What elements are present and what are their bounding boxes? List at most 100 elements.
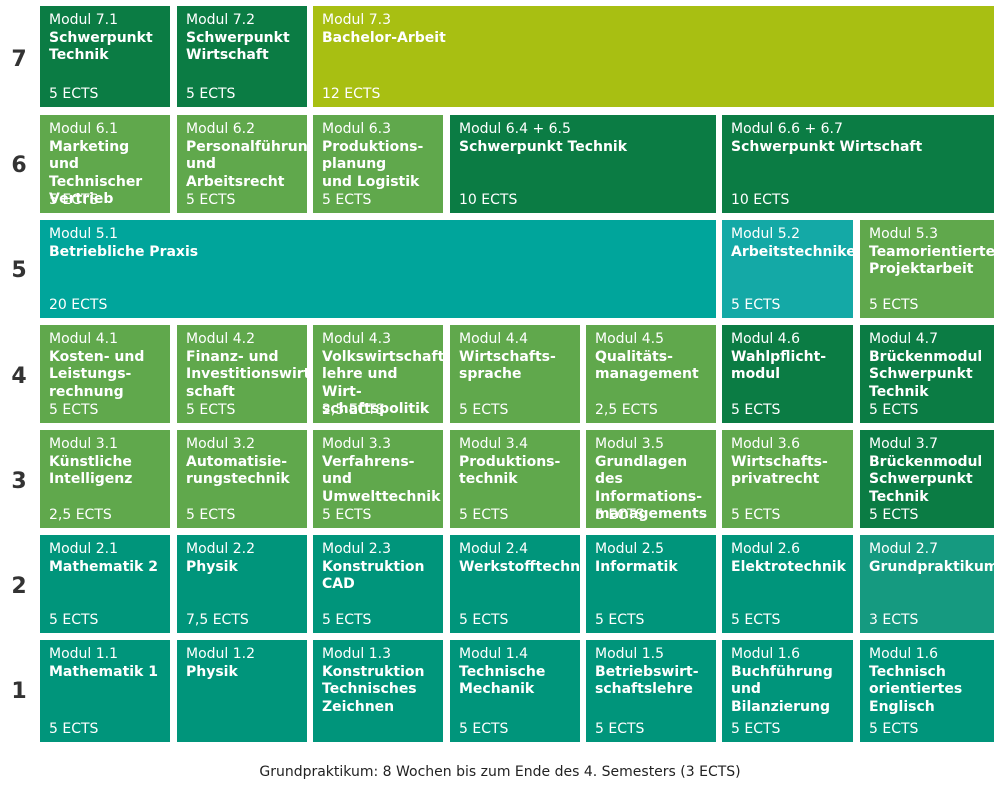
module-ects: 5 ECTS (49, 720, 99, 737)
module-ects: 5 ECTS (595, 611, 645, 628)
module-title: Grundpraktikum (869, 558, 994, 575)
module-tile-m47: Modul 4.7 Brückenmodul Schwerpunkt Techni… (860, 325, 994, 423)
module-number: Modul 2.6 (731, 541, 801, 557)
module-tile-m73: Modul 7.3 Bachelor-Arbeit 12 ECTS (313, 6, 994, 107)
module-title: Physik (186, 558, 238, 575)
module-number: Modul 6.2 (186, 121, 256, 137)
module-tile-m16b: Modul 1.6 Technisch orientiertes Englisch… (860, 640, 994, 742)
module-number: Modul 4.4 (459, 331, 529, 347)
module-title: Qualitäts- management (595, 348, 699, 383)
module-title: Brückenmodul Schwerpunkt Technik (869, 348, 983, 400)
module-title: Konstruktion CAD (322, 558, 425, 593)
module-ects: 5 ECTS (595, 506, 645, 523)
footnote: Grundpraktikum: 8 Wochen bis zum Ende de… (259, 764, 741, 780)
module-title: Schwerpunkt Technik (49, 29, 153, 64)
module-title: Bachelor-Arbeit (322, 29, 446, 46)
module-tile-m53: Modul 5.3 Teamorientierte Projektarbeit 5 … (860, 220, 994, 318)
module-tile-m42: Modul 4.2 Finanz- und Investitionswirt- s… (177, 325, 307, 423)
semester-label-5: 5 (11, 258, 27, 283)
module-ects: 5 ECTS (731, 720, 781, 737)
module-number: Modul 6.6 + 6.7 (731, 121, 843, 137)
module-title: Kosten- und Leistungs- rechnung (49, 348, 145, 400)
module-title: Produktions- planung und Logistik (322, 138, 424, 190)
module-ects: 5 ECTS (459, 720, 509, 737)
module-tile-m23: Modul 2.3 Konstruktion CAD 5 ECTS (313, 535, 443, 633)
module-title: Technische Mechanik (459, 663, 546, 698)
module-number: Modul 2.3 (322, 541, 392, 557)
module-tile-m25: Modul 2.5 Informatik 5 ECTS (586, 535, 716, 633)
module-number: Modul 1.4 (459, 646, 529, 662)
module-ects: 12 ECTS (322, 85, 381, 102)
module-number: Modul 3.3 (322, 436, 392, 452)
module-tile-m34: Modul 3.4 Produktions- technik 5 ECTS (450, 430, 580, 528)
module-ects: 5 ECTS (731, 401, 781, 418)
module-number: Modul 3.6 (731, 436, 801, 452)
module-tile-m32: Modul 3.2 Automatisie- rungstechnik 5 ECTS (177, 430, 307, 528)
module-number: Modul 6.4 + 6.5 (459, 121, 571, 137)
module-number: Modul 3.7 (869, 436, 939, 452)
module-tile-m36: Modul 3.6 Wirtschafts- privatrecht 5 ECTS (722, 430, 853, 528)
module-ects: 10 ECTS (459, 191, 518, 208)
module-title: Konstruktion Technisches Zeichnen (322, 663, 425, 715)
module-tile-m35: Modul 3.5 Grundlagen des Informations- ma… (586, 430, 716, 528)
module-title: Schwerpunkt Technik (459, 138, 628, 155)
module-title: Betriebliche Praxis (49, 243, 199, 260)
module-tile-m63: Modul 6.3 Produktions- planung und Logist… (313, 115, 443, 213)
semester-label-7: 7 (11, 47, 27, 72)
module-number: Modul 3.4 (459, 436, 529, 452)
module-ects: 5 ECTS (595, 720, 645, 737)
module-ects: 2,5 ECTS (595, 401, 658, 418)
module-tile-m21: Modul 2.1 Mathematik 2 5 ECTS (40, 535, 170, 633)
module-number: Modul 3.5 (595, 436, 665, 452)
module-ects: 5 ECTS (186, 85, 236, 102)
module-title: Marketing und Technischer Vertrieb (49, 138, 143, 208)
module-tile-m71: Modul 7.1 Schwerpunkt Technik 5 ECTS (40, 6, 170, 107)
module-tile-m72: Modul 7.2 Schwerpunkt Wirtschaft 5 ECTS (177, 6, 307, 107)
module-number: Modul 5.3 (869, 226, 939, 242)
module-ects: 10 ECTS (731, 191, 790, 208)
module-tile-m51: Modul 5.1 Betriebliche Praxis 20 ECTS (40, 220, 716, 318)
module-number: Modul 1.1 (49, 646, 119, 662)
module-tile-m46: Modul 4.6 Wahlpflicht- modul 5 ECTS (722, 325, 853, 423)
module-title: Brückenmodul Schwerpunkt Technik (869, 453, 983, 505)
module-ects: 2,5 ECTS (49, 506, 112, 523)
module-number: Modul 7.2 (186, 12, 256, 28)
module-tile-m24: Modul 2.4Werkstofftechnik 5 ECTS (450, 535, 580, 633)
semester-label-1: 1 (11, 679, 27, 704)
module-ects: 2,5 ECTS (322, 401, 385, 418)
module-tile-m37: Modul 3.7 Brückenmodul Schwerpunkt Techni… (860, 430, 994, 528)
module-number: Modul 7.1 (49, 12, 119, 28)
module-tile-m13: Modul 1.3 Konstruktion Technisches Zeichn… (313, 640, 443, 742)
module-title: Wahlpflicht- modul (731, 348, 827, 383)
module-number: Modul 1.6 (869, 646, 939, 662)
module-ects: 5 ECTS (869, 401, 919, 418)
module-number: Modul 1.5 (595, 646, 665, 662)
module-tile-m33: Modul 3.3 Verfahrens- und Umwelttechnik 5 … (313, 430, 443, 528)
module-number: Modul 1.3 (322, 646, 392, 662)
module-number: Modul 4.7 (869, 331, 939, 347)
module-title: Schwerpunkt Wirtschaft (731, 138, 923, 155)
semester-label-2: 2 (11, 574, 27, 599)
module-tile-m41: Modul 4.1 Kosten- und Leistungs- rechnung… (40, 325, 170, 423)
module-number: Modul 2.4 (459, 541, 529, 557)
module-ects: 5 ECTS (731, 611, 781, 628)
module-tile-m15: Modul 1.5 Betriebswirt- schaftslehre 5 ECT… (586, 640, 716, 742)
module-tile-m16: Modul 1.6 Buchführung und Bilanzierung 5 E… (722, 640, 853, 742)
module-number: Modul 3.1 (49, 436, 119, 452)
module-number: Modul 2.7 (869, 541, 939, 557)
module-title: Informatik (595, 558, 678, 575)
module-ects: 20 ECTS (49, 296, 108, 313)
module-tile-m52: Modul 5.2 Arbeitstechniken 5 ECTS (722, 220, 853, 318)
module-ects: 5 ECTS (186, 401, 236, 418)
module-ects: 7,5 ECTS (186, 611, 249, 628)
module-tile-m62: Modul 6.2 Personalführung und Arbeitsrech… (177, 115, 307, 213)
module-title: Grundlagen des Informations- managements (595, 453, 708, 523)
module-ects: 5 ECTS (49, 191, 99, 208)
module-tile-m44: Modul 4.4 Wirtschafts- sprache 5 ECTS (450, 325, 580, 423)
semester-label-6: 6 (11, 153, 27, 178)
module-tile-m14: Modul 1.4 Technische Mechanik 5 ECTS (450, 640, 580, 742)
module-ects: 5 ECTS (322, 611, 372, 628)
module-number: Modul 6.3 (322, 121, 392, 137)
module-number: Modul 2.2 (186, 541, 256, 557)
module-number: Modul 4.5 (595, 331, 665, 347)
